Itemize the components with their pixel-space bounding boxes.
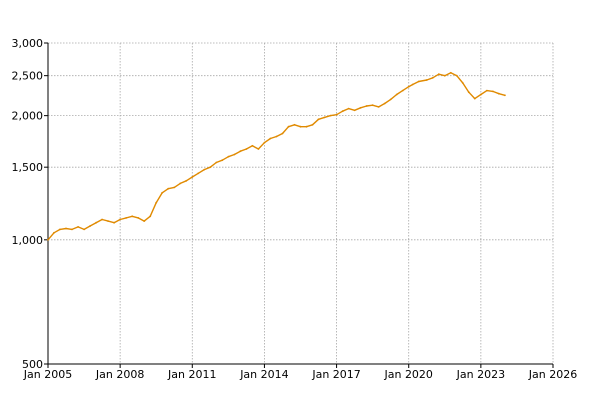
series-point [233, 153, 236, 156]
series-point [137, 217, 140, 219]
series-point [431, 76, 434, 79]
series-point [395, 93, 398, 96]
series-line [47, 72, 506, 241]
series-point [77, 226, 79, 228]
y-tick-label: 2,000 [12, 110, 44, 123]
series-point [281, 132, 284, 135]
series-point [455, 74, 458, 77]
series-point [480, 93, 482, 96]
series-point [275, 135, 278, 138]
y-tick-label: 1,500 [12, 161, 44, 174]
x-tick-label: Jan 2014 [239, 368, 288, 381]
series-point [95, 221, 97, 224]
axis-ticks: 500 1,000 1,500 2,000 2,500 3,000 Jan 2005 Jan … [12, 37, 578, 381]
series-point [335, 113, 338, 116]
axes [47, 43, 553, 365]
series-point [155, 201, 158, 204]
series-point [245, 148, 248, 150]
series-point [191, 176, 194, 178]
series-point [377, 106, 380, 108]
series-point [389, 98, 392, 101]
series-point [83, 228, 85, 231]
series-point [143, 220, 146, 223]
series-point [467, 91, 470, 94]
x-tick-label: Jan 2020 [383, 368, 432, 381]
series-point [251, 144, 254, 147]
y-tick-label: 1,000 [12, 234, 44, 247]
series-point [89, 225, 91, 227]
series-point [119, 218, 121, 221]
series-point [125, 217, 128, 219]
series-point [341, 110, 344, 113]
x-tick-label: Jan 2026 [528, 368, 577, 381]
series-point [317, 118, 320, 121]
y-tick-label: 2,500 [12, 70, 44, 83]
series-point [65, 227, 67, 230]
series-point [383, 102, 386, 105]
series-point [209, 166, 212, 169]
series-point [227, 155, 230, 158]
series-point [131, 215, 134, 218]
series-point [173, 186, 176, 189]
series-point [486, 89, 488, 92]
series-point [417, 80, 420, 83]
series-point [461, 82, 464, 84]
series-point [323, 116, 326, 119]
series-point [293, 123, 296, 126]
series-point [149, 215, 152, 218]
series-point [504, 94, 506, 97]
series-point [257, 148, 260, 150]
series-point [329, 114, 332, 117]
x-tick-label: Jan 2023 [456, 368, 505, 381]
x-tick-label: Jan 2017 [311, 368, 360, 381]
series-point [161, 191, 164, 194]
series-point [197, 172, 200, 175]
series-point [311, 123, 314, 126]
series-point [305, 125, 308, 128]
series-point [269, 137, 272, 140]
series-point [443, 74, 446, 77]
series-point [239, 150, 242, 153]
series-point [53, 231, 55, 234]
series-point [492, 90, 494, 93]
x-tick-label: Jan 2005 [23, 368, 72, 381]
series-point [407, 85, 410, 88]
series-point [411, 83, 414, 86]
series-point [107, 220, 109, 223]
series-point [449, 71, 452, 74]
series-point [287, 125, 290, 128]
series-point [473, 97, 476, 100]
series-lines [47, 71, 506, 241]
series-point [498, 92, 500, 95]
series-point [185, 179, 188, 182]
series-point [401, 89, 404, 92]
x-tick-label: Jan 2008 [95, 368, 144, 381]
series-point [113, 221, 115, 224]
series-point [167, 187, 170, 190]
y-tick-label: 500 [22, 358, 43, 371]
series-point [359, 106, 362, 109]
series-point [101, 218, 103, 221]
series-point [353, 109, 356, 112]
series-point [299, 125, 302, 128]
series-point [221, 159, 224, 162]
series-point [365, 105, 368, 107]
series-point [371, 104, 374, 107]
series-point [47, 238, 49, 241]
series-point [263, 141, 266, 144]
series-point [437, 73, 440, 76]
series-point [203, 168, 206, 171]
y-tick-label: 3,000 [12, 37, 44, 50]
series-point [71, 228, 73, 231]
series-point [59, 228, 61, 231]
series-point [347, 107, 350, 110]
grid-lines [48, 42, 554, 364]
series-point [425, 79, 428, 81]
series-point [215, 161, 218, 164]
x-tick-label: Jan 2011 [167, 368, 216, 381]
series-point [179, 182, 182, 185]
